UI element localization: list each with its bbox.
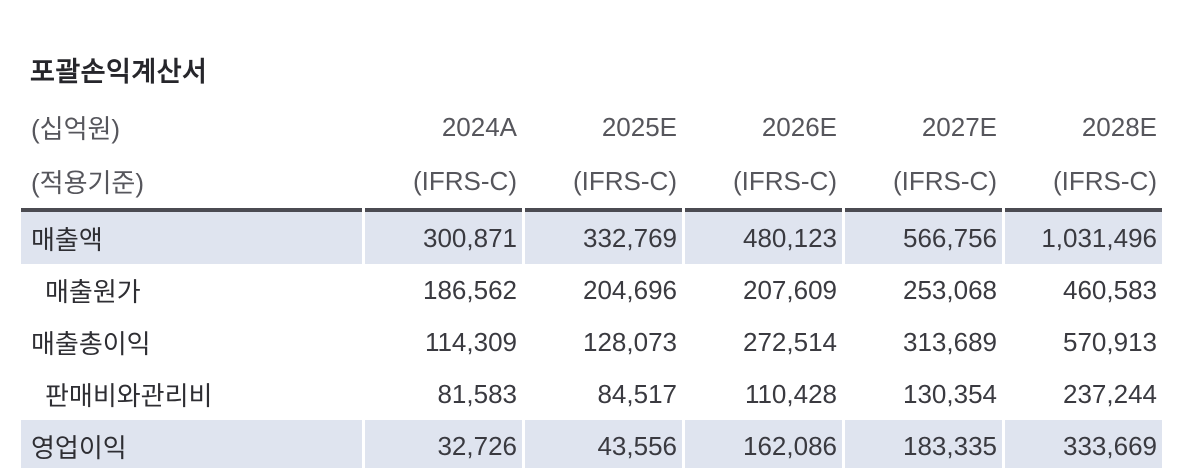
column-header-2024A: 2024A: [441, 111, 517, 142]
value-cell: 566,756: [845, 208, 1002, 264]
value-cell: 186,562: [423, 274, 517, 305]
value-cell: 460,583: [1063, 274, 1157, 305]
column-header-2026E: 2026E: [761, 111, 837, 142]
value-cell: 162,086: [685, 420, 842, 468]
row-label: 매출원가: [45, 276, 141, 307]
value-cell: 300,871: [365, 208, 522, 264]
value-cell: 480,123: [685, 208, 842, 264]
basis-cell: (IFRS-C): [413, 165, 517, 196]
column-header-2027E: 2027E: [921, 111, 997, 142]
basis-cell: (IFRS-C): [733, 165, 837, 196]
unit-label: (십억원): [31, 113, 121, 144]
value-cell: 272,514: [743, 326, 837, 357]
table-row: 매출원가 186,562 204,696 207,609 253,068 460,583: [21, 264, 1162, 316]
value-cell: 1,031,496: [1005, 208, 1162, 264]
basis-cell: (IFRS-C): [1053, 165, 1157, 196]
value-cell: 110,428: [744, 378, 837, 409]
value-cell: 130,354: [903, 378, 997, 409]
value-cell: 84,517: [597, 378, 677, 409]
income-statement-table: (십억원) 2024A 2025E 2026E 2027E 2028E (적용기준) (…: [18, 100, 1165, 468]
table-row: 영업이익 32,726 43,556 162,086 183,335 333,669: [21, 420, 1162, 468]
page-title: 포괄손익계산서: [30, 57, 208, 87]
value-cell: 183,335: [845, 420, 1002, 468]
value-cell: 204,696: [583, 274, 677, 305]
value-cell: 114,309: [424, 326, 517, 357]
column-header-2025E: 2025E: [601, 111, 677, 142]
value-cell: 43,556: [525, 420, 682, 468]
value-cell: 332,769: [525, 208, 682, 264]
basis-cell: (IFRS-C): [893, 165, 997, 196]
table-body: 매출액 300,871 332,769 480,123 566,756 1,031,496…: [21, 208, 1162, 468]
year-header-row: (십억원) 2024A 2025E 2026E 2027E 2028E: [21, 100, 1162, 154]
table-row: 매출총이익 114,309 128,073 272,514 313,689 570,913: [21, 316, 1162, 368]
row-label: 영업이익: [21, 420, 362, 468]
value-cell: 207,609: [743, 274, 837, 305]
value-cell: 128,073: [583, 326, 677, 357]
value-cell: 237,244: [1063, 378, 1157, 409]
basis-header-row: (적용기준) (IFRS-C) (IFRS-C) (IFRS-C) (IFRS-C) (…: [21, 154, 1162, 208]
row-label: 판매비와관리비: [45, 380, 213, 411]
row-label: 매출액: [21, 208, 362, 264]
value-cell: 81,583: [437, 378, 517, 409]
value-cell: 333,669: [1005, 420, 1162, 468]
row-label: 매출총이익: [31, 328, 151, 359]
value-cell: 570,913: [1063, 326, 1157, 357]
value-cell: 313,689: [903, 326, 997, 357]
value-cell: 32,726: [365, 420, 522, 468]
value-cell: 253,068: [903, 274, 997, 305]
table-row: 판매비와관리비 81,583 84,517 110,428 130,354 237,244: [21, 368, 1162, 420]
column-header-2028E: 2028E: [1081, 111, 1157, 142]
table-header: (십억원) 2024A 2025E 2026E 2027E 2028E (적용기준) (…: [21, 100, 1162, 208]
table-row: 매출액 300,871 332,769 480,123 566,756 1,031,496: [21, 208, 1162, 264]
basis-cell: (IFRS-C): [573, 165, 677, 196]
basis-label: (적용기준): [31, 167, 144, 198]
